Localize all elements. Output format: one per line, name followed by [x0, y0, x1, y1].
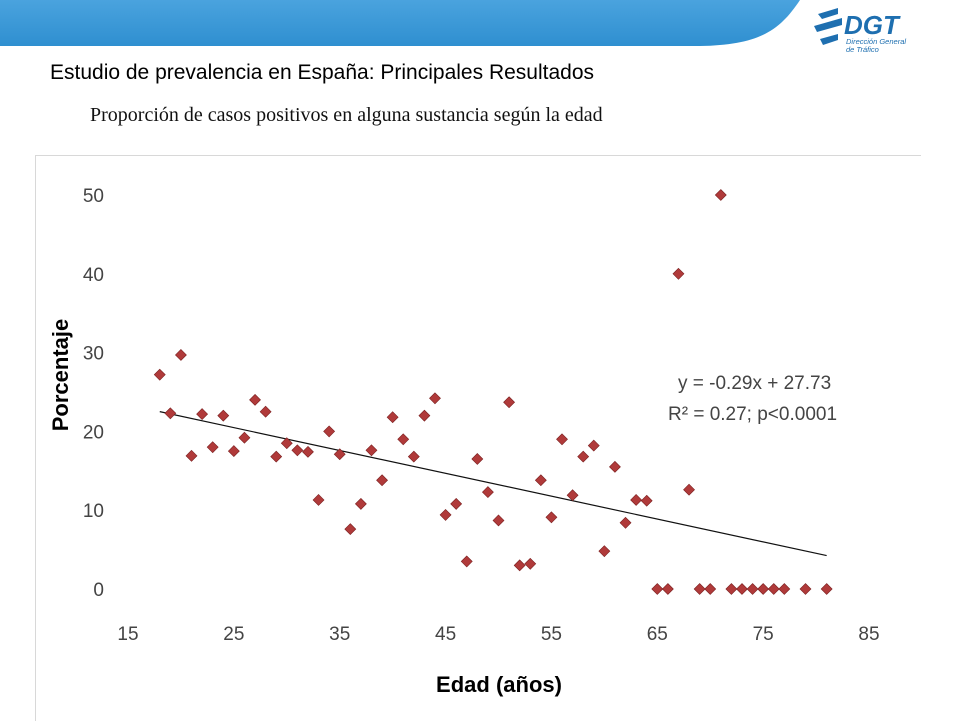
x-tick-label: 75 — [753, 624, 774, 645]
data-point — [661, 583, 674, 595]
data-point — [270, 450, 283, 463]
data-point — [799, 583, 812, 595]
chart-subtitle: Proporción de casos positivos en alguna … — [90, 104, 603, 126]
data-point — [460, 555, 473, 568]
data-point — [778, 583, 791, 595]
logo-subtext-1: Dirección General — [846, 37, 906, 46]
y-tick-label: 10 — [83, 501, 104, 522]
data-point — [683, 483, 695, 496]
chart-area — [35, 155, 921, 721]
logo-subtext-2: de Tráfico — [846, 45, 879, 54]
data-point — [503, 396, 516, 409]
y-tick-label: 20 — [83, 422, 104, 443]
data-point — [217, 409, 230, 422]
data-point — [365, 444, 378, 457]
data-point — [672, 267, 685, 280]
y-tick-label: 40 — [83, 265, 104, 286]
data-point — [175, 349, 187, 361]
data-point — [577, 450, 590, 463]
data-point — [344, 523, 357, 536]
data-point — [238, 431, 251, 444]
data-point — [492, 514, 505, 527]
x-tick-label: 15 — [117, 624, 138, 645]
data-point — [524, 557, 537, 570]
data-point — [376, 474, 388, 487]
data-point — [545, 511, 558, 524]
data-point — [164, 407, 177, 420]
data-point — [556, 433, 568, 446]
data-point — [397, 433, 410, 446]
data-point — [227, 445, 240, 458]
data-point — [407, 450, 420, 463]
data-point — [609, 460, 621, 473]
data-point — [651, 583, 664, 595]
data-point — [439, 509, 452, 521]
data-point — [259, 405, 272, 418]
x-tick-label: 55 — [541, 624, 562, 645]
data-point — [714, 189, 727, 201]
data-point — [302, 445, 314, 458]
data-point — [418, 409, 431, 422]
x-tick-label: 85 — [858, 624, 879, 645]
data-point — [429, 392, 441, 405]
data-point — [206, 441, 219, 454]
y-tick-label: 30 — [83, 344, 104, 365]
y-tick-label: 0 — [93, 580, 104, 601]
equation-label: y = -0.29x + 27.73 — [678, 373, 831, 394]
data-point — [196, 408, 209, 420]
x-tick-label: 25 — [223, 624, 244, 645]
data-point — [280, 437, 293, 450]
logo-text: DGT — [844, 10, 901, 40]
data-point — [291, 444, 304, 457]
y-tick-label: 50 — [83, 186, 104, 207]
data-point — [185, 449, 198, 462]
data-point — [312, 494, 325, 506]
data-point — [820, 583, 833, 595]
x-tick-label: 35 — [329, 624, 350, 645]
data-point — [704, 583, 717, 595]
data-point — [481, 486, 494, 499]
data-point — [323, 425, 336, 438]
data-point — [630, 494, 643, 506]
r-squared-label: R² = 0.27; p<0.0001 — [668, 404, 837, 425]
data-point — [725, 583, 738, 595]
data-point — [619, 516, 632, 529]
data-point — [386, 411, 399, 424]
data-point — [746, 583, 759, 595]
data-point — [566, 489, 579, 502]
x-tick-label: 65 — [647, 624, 668, 645]
data-point — [354, 497, 367, 510]
data-point — [534, 474, 547, 487]
x-tick-label: 45 — [435, 624, 456, 645]
data-point — [513, 559, 526, 572]
data-point — [767, 583, 780, 595]
header-band — [0, 0, 800, 46]
data-point — [693, 583, 706, 595]
data-point — [333, 448, 346, 461]
data-point — [736, 583, 748, 595]
data-point — [640, 494, 653, 507]
slide-title: Estudio de prevalencia en España: Princi… — [50, 61, 595, 84]
data-point — [249, 393, 261, 406]
data-point — [587, 439, 600, 452]
data-point — [471, 453, 484, 465]
data-point — [153, 368, 166, 381]
dgt-logo: DGT Dirección General de Tráfico — [812, 6, 952, 58]
x-axis-label: Edad (años) — [436, 672, 562, 697]
trendline — [159, 411, 827, 557]
data-point — [757, 583, 770, 595]
y-axis-label: Porcentaje — [48, 319, 73, 432]
data-point — [598, 545, 611, 558]
data-point — [450, 497, 463, 510]
